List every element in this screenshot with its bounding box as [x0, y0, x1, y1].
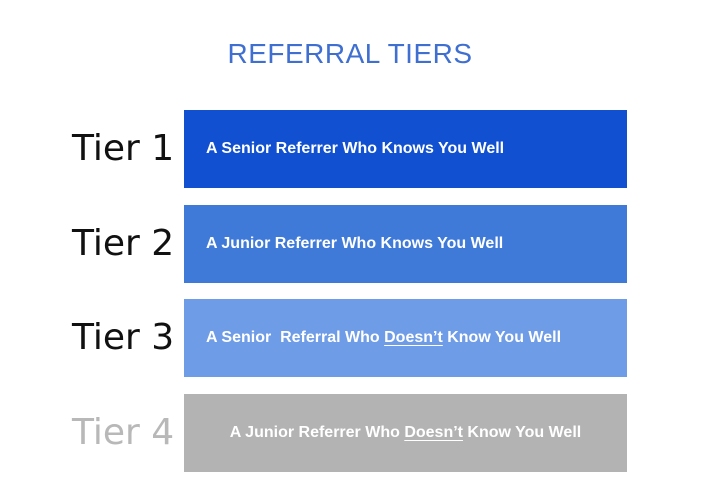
diagram-title-text: REFERRAL TIERS: [227, 38, 473, 69]
tier-3-label: Tier 3: [72, 317, 175, 358]
tier-2-label: Tier 2: [72, 223, 175, 264]
tier-4-box: A Junior Referrer Who Doesn’t Know You W…: [184, 394, 627, 472]
tier-3-text-after: Know You Well: [442, 329, 562, 346]
tier-1-box: A Senior Referrer Who Knows You Well: [184, 110, 627, 188]
tier-2-box: A Junior Referrer Who Knows You Well: [184, 205, 627, 283]
tier-1-text: A Senior Referrer Who Knows You Well: [206, 140, 505, 157]
tier-4-label: Tier 4: [72, 412, 175, 453]
diagram-title: REFERRAL TIERS: [0, 38, 720, 70]
tier-row-4: Tier 4 A Junior Referrer Who Doesn’t Kno…: [0, 394, 720, 472]
tier-4-text-underlined: Doesn’t: [404, 424, 463, 441]
tier-4-text-after: Know You Well: [462, 424, 582, 441]
tier-3-text-underlined: Doesn’t: [384, 329, 443, 346]
tier-3-box: A Senior Referral Who Doesn’t Know You W…: [184, 299, 627, 377]
tier-row-2: Tier 2 A Junior Referrer Who Knows You W…: [0, 205, 720, 283]
tier-3-text-before: A Senior Referral Who: [206, 329, 385, 346]
tier-4-text-before: A Junior Referrer Who: [229, 424, 405, 441]
tier-2-text: A Junior Referrer Who Knows You Well: [206, 235, 504, 252]
tier-1-label: Tier 1: [72, 128, 175, 169]
tier-row-3: Tier 3 A Senior Referral Who Doesn’t Kno…: [0, 299, 720, 377]
tier-row-1: Tier 1 A Senior Referrer Who Knows You W…: [0, 110, 720, 188]
